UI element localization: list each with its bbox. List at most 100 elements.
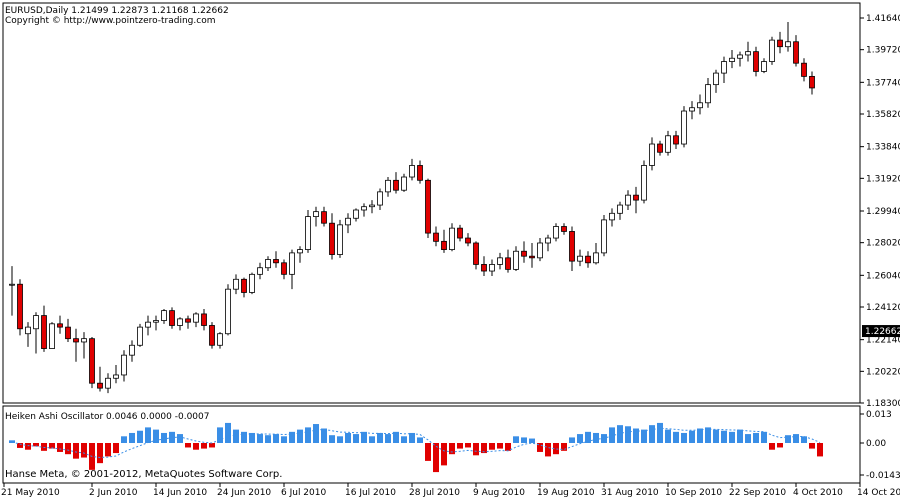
- oscillator-bar-negative: [545, 443, 551, 457]
- oscillator-bar-negative: [481, 443, 487, 454]
- oscillator-bar-negative: [465, 443, 471, 448]
- oscillator-bar-positive: [521, 437, 527, 443]
- oscillator-bar-negative: [185, 443, 191, 448]
- oscillator-tick-label: 0.00: [866, 439, 886, 449]
- time-tick-label: 14 Jun 2010: [153, 488, 207, 498]
- bear-candle: [801, 62, 807, 77]
- bull-candle: [385, 179, 391, 193]
- oscillator-bar-negative: [113, 443, 119, 454]
- bear-candle: [41, 315, 47, 349]
- bull-candle: [113, 374, 119, 379]
- price-tick-label: 1.24120: [866, 303, 900, 313]
- bull-candle: [121, 354, 127, 376]
- bull-candle: [625, 194, 631, 206]
- bull-candle: [337, 224, 343, 255]
- oscillator-bar-negative: [201, 443, 207, 449]
- bull-candle: [681, 110, 687, 145]
- bear-candle: [321, 211, 327, 224]
- indicator-copyright: Copyright © http://www.pointzero-trading…: [5, 16, 216, 26]
- time-tick-label: 21 May 2010: [1, 488, 60, 498]
- oscillator-bar-positive: [681, 432, 687, 443]
- time-tick-label: 16 Jul 2010: [345, 488, 396, 498]
- current-price-marker: [862, 325, 900, 338]
- bear-candle: [457, 227, 463, 239]
- oscillator-tick-label: -0.0143: [866, 471, 900, 481]
- oscillator-bar-positive: [129, 432, 135, 443]
- bull-candle: [153, 320, 159, 323]
- oscillator-bar-negative: [489, 443, 495, 450]
- bull-candle: [721, 61, 727, 74]
- price-tick-label: 1.29940: [866, 207, 900, 217]
- bull-candle: [145, 321, 151, 328]
- bull-candle: [129, 344, 135, 356]
- bull-candle: [617, 204, 623, 214]
- bull-candle: [345, 217, 351, 226]
- bull-candle: [649, 143, 655, 166]
- oscillator-bar-positive: [345, 432, 351, 443]
- price-tick-label: 1.37740: [866, 78, 900, 88]
- bull-candle: [177, 318, 183, 326]
- oscillator-bar-positive: [289, 431, 295, 443]
- oscillator-bar-positive: [377, 432, 383, 443]
- oscillator-bar-positive: [513, 436, 519, 443]
- bull-candle: [9, 283, 15, 286]
- oscillator-bar-negative: [505, 443, 511, 451]
- bear-candle: [809, 75, 815, 89]
- bear-candle: [481, 264, 487, 272]
- bear-candle: [89, 338, 95, 384]
- bull-candle: [49, 323, 55, 349]
- oscillator-bar-positive: [361, 431, 367, 443]
- price-tick-label: 1.18300: [866, 399, 900, 409]
- bear-candle: [569, 231, 575, 262]
- oscillator-bar-positive: [337, 436, 343, 443]
- price-tick-label: 1.22140: [866, 336, 900, 346]
- oscillator-bar-negative: [193, 443, 199, 450]
- oscillator-bar-positive: [801, 436, 807, 443]
- oscillator-bar-positive: [385, 434, 391, 443]
- oscillator-bar-negative: [97, 443, 103, 464]
- oscillator-bar-positive: [729, 431, 735, 443]
- oscillator-bar-positive: [401, 436, 407, 443]
- time-tick-label: 4 Oct 2010: [793, 488, 843, 498]
- bull-candle: [193, 313, 199, 323]
- oscillator-bar-negative: [497, 443, 503, 449]
- oscillator-bar-positive: [265, 435, 271, 443]
- bull-candle: [697, 102, 703, 109]
- oscillator-bar-positive: [657, 422, 663, 443]
- bear-candle: [329, 222, 335, 255]
- time-tick-label: 22 Sep 2010: [729, 488, 786, 498]
- price-tick-label: 1.33840: [866, 143, 900, 153]
- bull-candle: [233, 278, 239, 290]
- oscillator-bar-positive: [145, 427, 151, 443]
- oscillator-bar-positive: [793, 434, 799, 443]
- oscillator-bar-positive: [617, 425, 623, 443]
- oscillator-bar-positive: [689, 430, 695, 443]
- bear-candle: [273, 259, 279, 264]
- bull-candle: [409, 165, 415, 178]
- oscillator-bar-negative: [49, 443, 55, 449]
- bear-candle: [657, 143, 663, 153]
- oscillator-bar-positive: [593, 432, 599, 443]
- bull-candle: [745, 51, 751, 56]
- oscillator-bar-positive: [569, 437, 575, 443]
- oscillator-bar-positive: [297, 429, 303, 443]
- price-tick-label: 1.41640: [866, 14, 900, 24]
- oscillator-bar-negative: [105, 443, 111, 457]
- bull-candle: [609, 212, 615, 221]
- bull-candle: [105, 377, 111, 389]
- bull-candle: [449, 227, 455, 250]
- oscillator-bar-positive: [697, 428, 703, 443]
- bull-candle: [249, 273, 255, 293]
- price-panel-border: [2, 2, 861, 404]
- time-tick-label: 24 Jun 2010: [217, 488, 271, 498]
- oscillator-bar-positive: [393, 431, 399, 443]
- bear-candle: [777, 39, 783, 48]
- bear-candle: [441, 240, 447, 250]
- oscillator-bar-negative: [473, 443, 479, 456]
- oscillator-bar-positive: [137, 430, 143, 443]
- oscillator-bar-negative: [817, 443, 823, 457]
- oscillator-bar-negative: [449, 443, 455, 455]
- oscillator-bar-positive: [241, 431, 247, 443]
- oscillator-bar-negative: [81, 443, 87, 458]
